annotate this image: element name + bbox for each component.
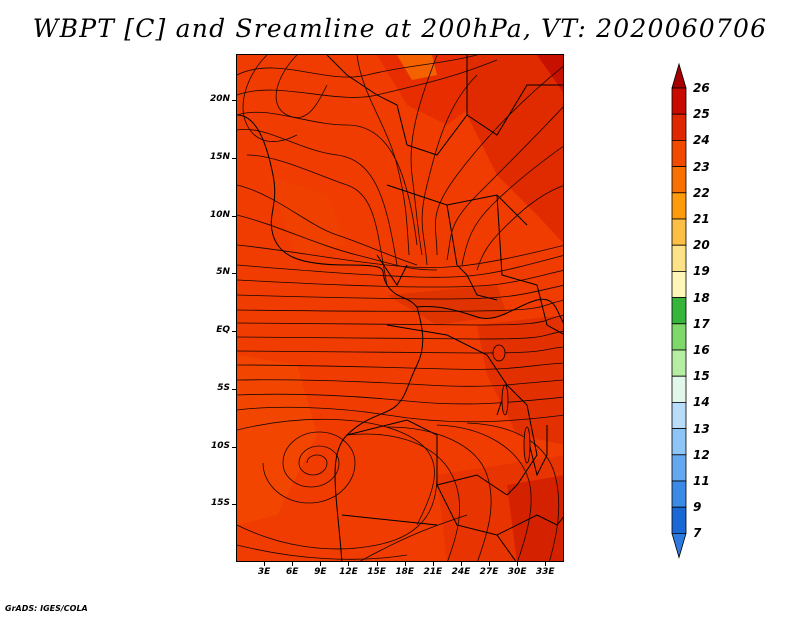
latitude-tick-label: 10S xyxy=(210,440,230,451)
longitude-tick-label: 30E xyxy=(507,567,527,577)
latitude-tick-label: 15S xyxy=(210,498,230,509)
wbpt-warm-area-northeast xyxy=(467,55,563,243)
latitude-tick xyxy=(232,446,236,448)
streamlines xyxy=(237,55,563,561)
latitude-tick xyxy=(232,331,236,333)
map-panel xyxy=(236,54,564,562)
colorbar-level-label: 23 xyxy=(693,159,710,174)
colorbar-level-label: 17 xyxy=(693,316,710,331)
colorbar-segment xyxy=(671,244,687,272)
colorbar-segment xyxy=(671,480,687,508)
grads-credit: GrADS: IGES/COLA xyxy=(5,604,88,613)
longitude-tick xyxy=(376,562,378,566)
colorbar-segment xyxy=(671,166,687,194)
longitude-tick-label: 21E xyxy=(423,567,443,577)
colorbar-level-label: 26 xyxy=(693,81,710,95)
colorbar-level-label: 9 xyxy=(693,500,702,515)
latitude-tick xyxy=(232,157,236,159)
wbpt-cool-area-west xyxy=(267,175,347,255)
colorbar-segment xyxy=(671,297,687,325)
longitude-tick xyxy=(517,562,519,566)
colorbar-level-label: 21 xyxy=(693,212,710,226)
longitude-tick xyxy=(404,562,406,566)
map-title: WBPT [C] and Sreamline at 200hPa, VT: 20… xyxy=(32,14,768,43)
longitude-tick xyxy=(545,562,547,566)
longitude-tick-label: 18E xyxy=(395,567,415,577)
wbpt-hot-area-southeast xyxy=(507,475,563,561)
colorbar-level-label: 22 xyxy=(693,185,710,200)
wbpt-cool-area-southwest xyxy=(237,355,317,525)
longitude-tick xyxy=(460,562,462,566)
colorbar-level-label: 14 xyxy=(693,395,710,410)
colorbar-level-label: 20 xyxy=(693,238,710,253)
colorbar-segment xyxy=(671,349,687,377)
colorbar-segment xyxy=(671,454,687,482)
longitude-tick-label: 3E xyxy=(257,567,271,577)
longitude-tick xyxy=(320,562,322,566)
colorbar-segment xyxy=(671,323,687,351)
longitude-tick xyxy=(432,562,434,566)
latitude-tick-label: 15N xyxy=(209,151,230,162)
latitude-tick-label: 5N xyxy=(216,267,230,278)
longitude-tick xyxy=(348,562,350,566)
colorbar-segment xyxy=(671,375,687,403)
longitude-tick xyxy=(489,562,491,566)
latitude-tick-label: 20N xyxy=(209,94,230,105)
colorbar-bottom-arrow xyxy=(671,533,687,559)
colorbar-level-label: 11 xyxy=(693,474,710,488)
colorbar-level-label: 16 xyxy=(693,343,710,357)
colorbar-segment xyxy=(671,428,687,456)
colorbar-segment xyxy=(671,270,687,298)
longitude-tick xyxy=(292,562,294,566)
colorbar-level-label: 12 xyxy=(693,447,710,462)
map-canvas xyxy=(237,55,563,561)
longitude-tick-label: 12E xyxy=(339,567,358,577)
colorbar-segment xyxy=(671,401,687,429)
wbpt-cool-patch-north xyxy=(397,55,437,80)
longitude-tick-label: 24E xyxy=(451,567,471,577)
colorbar-level-label: 7 xyxy=(693,526,702,541)
colorbar-segment xyxy=(671,218,687,246)
colorbar-level-label: 13 xyxy=(693,421,710,436)
colorbar-segment xyxy=(671,139,687,167)
longitude-tick-label: 15E xyxy=(367,567,386,577)
latitude-tick xyxy=(232,273,236,275)
colorbar-level-label: 25 xyxy=(693,107,710,122)
colorbar-top-arrow xyxy=(671,62,687,89)
colorbar-level-label: 18 xyxy=(693,290,710,305)
longitude-tick-label: 6E xyxy=(286,567,299,577)
longitude-tick-label: 33E xyxy=(535,567,555,577)
latitude-tick-label: 10N xyxy=(209,209,230,220)
great-lakes xyxy=(492,344,531,464)
wbpt-warm-area-north xyxy=(377,55,487,125)
latitude-tick xyxy=(232,215,236,217)
colorbar-level-label: 19 xyxy=(693,264,710,279)
latitude-tick xyxy=(232,388,236,390)
colorbar-segment xyxy=(671,192,687,220)
colorbar-level-label: 24 xyxy=(693,133,710,148)
latitude-tick-label: 5S xyxy=(217,382,230,393)
latitude-tick xyxy=(232,504,236,506)
longitude-tick-label: 27E xyxy=(479,567,499,577)
colorbar-segment xyxy=(671,506,687,534)
latitude-tick xyxy=(232,100,236,102)
country-borders xyxy=(237,55,563,561)
colorbar-level-label: 15 xyxy=(693,369,710,384)
longitude-tick-label: 9E xyxy=(314,567,327,577)
longitude-tick xyxy=(264,562,266,566)
wbpt-hot-corner xyxy=(537,55,563,93)
colorbar-segment xyxy=(671,87,687,115)
colorbar-segment xyxy=(671,113,687,141)
latitude-tick-label: EQ xyxy=(216,325,230,336)
